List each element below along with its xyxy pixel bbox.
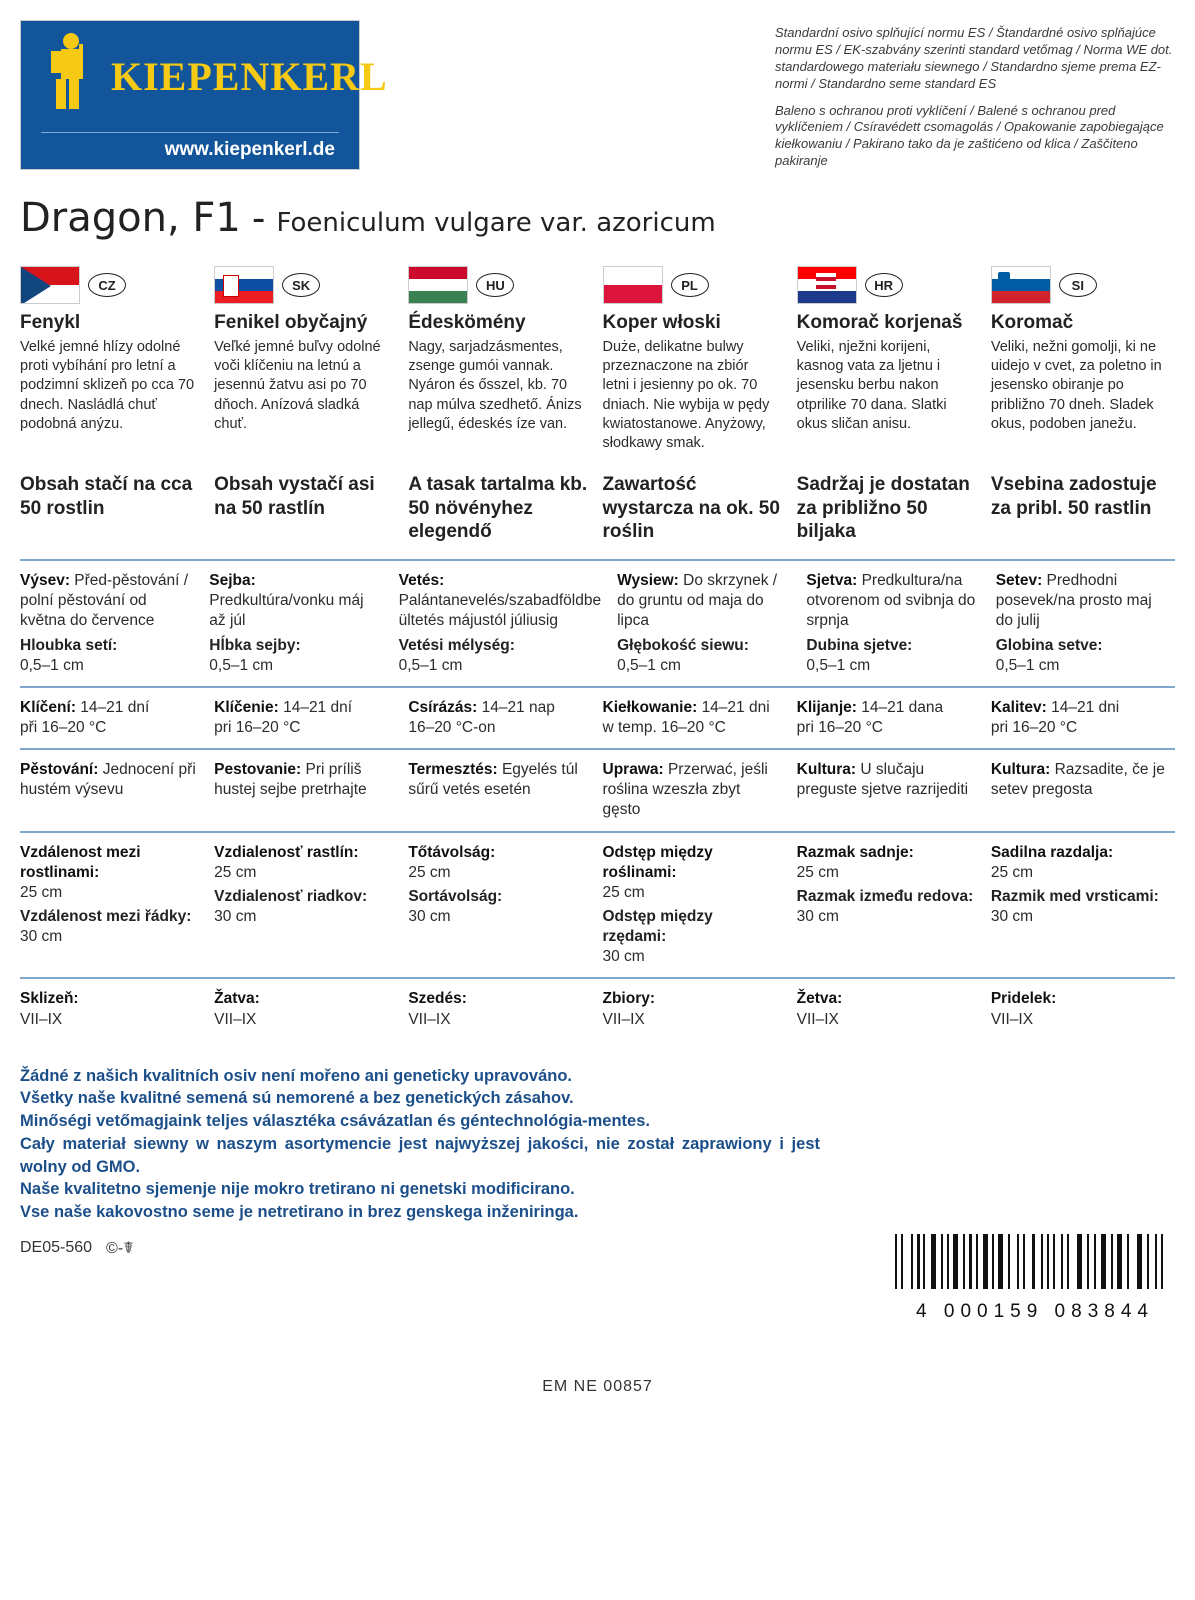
- flag-icon-sk: [214, 266, 274, 304]
- summary-cell-1: Obsah vystačí asi na 50 rastlín: [214, 473, 398, 544]
- brand-name: KIEPENKERL: [111, 53, 388, 100]
- lang-heading: Komorač korjenaš: [797, 312, 973, 334]
- country-code-si: SI: [1059, 273, 1097, 297]
- lang-body: Veliki, nježni korijeni, kasnog vata za …: [797, 338, 973, 434]
- barcode-icon: [895, 1234, 1175, 1299]
- lang-heading: Fenykl: [20, 312, 196, 334]
- info-cell-1-3: Kiełkowanie: 14–21 dni w temp. 16–20 °C: [603, 698, 787, 738]
- info-cell-3-0: Vzdálenost mezi rostlinami: 25 cm Vzdále…: [20, 843, 204, 968]
- kiepenkerl-logo: KIEPENKERL www.kiepenkerl.de: [20, 20, 360, 170]
- info-cell-1-2: Csírázás: 14–21 nap 16–20 °C-on: [408, 698, 592, 738]
- brand-url: www.kiepenkerl.de: [41, 139, 339, 161]
- lang-col-0: CZ Fenykl Velké jemné hlízy odolné proti…: [20, 266, 204, 453]
- info-cell-4-0: Sklizeň: VII–IX: [20, 989, 204, 1029]
- info-cell-3-2: Tőtávolság: 25 cm Sortávolság: 30 cm: [408, 843, 592, 968]
- flag-icon-hu: [408, 266, 468, 304]
- info-cell-3-1: Vzdialenosť rastlín: 25 cm Vzdialenosť r…: [214, 843, 398, 968]
- summary-cell-4: Sadržaj je dostatan za približno 50 bilj…: [797, 473, 981, 544]
- info-cell-4-5: Pridelek: VII–IX: [991, 989, 1175, 1029]
- info-cell-0-2: Vetés: Palántanevelés/szabadföldbe ültet…: [399, 571, 608, 676]
- info-cell-3-3: Odstęp między roślinami: 25 cm Odstęp mi…: [603, 843, 787, 968]
- country-code-hr: HR: [865, 273, 903, 297]
- info-cell-1-1: Klíčenie: 14–21 dní pri 16–20 °C: [214, 698, 398, 738]
- summary-cell-5: Vsebina zadostuje za pribl. 50 rastlin: [991, 473, 1175, 544]
- info-cell-0-3: Wysiew: Do skrzynek / do gruntu od maja …: [617, 571, 796, 676]
- lang-body: Veliki, nežni gomolji, ki ne uidejo v cv…: [991, 338, 1167, 434]
- info-row-1: Klíčení: 14–21 dní při 16–20 °C Klíčenie…: [20, 688, 1175, 750]
- label-page: KIEPENKERL www.kiepenkerl.de Standardní …: [0, 0, 1195, 1600]
- lang-col-2: HU Édeskömény Nagy, sarjadzásmentes, zse…: [408, 266, 592, 453]
- lang-col-1: SK Fenikel obyčajný Veľké jemné buľvy od…: [214, 266, 398, 453]
- copyright-icon: ©-☤: [106, 1238, 134, 1258]
- info-cell-4-3: Zbiory: VII–IX: [603, 989, 787, 1029]
- info-cell-4-4: Žetva: VII–IX: [797, 989, 981, 1029]
- info-cell-2-1: Pestovanie: Pri príliš hustej sejbe pret…: [214, 760, 398, 820]
- bottom-row: DE05-560 ©-☤: [20, 1234, 1175, 1323]
- info-cell-0-0: Výsev: Před-pěstování / polní pěstování …: [20, 571, 199, 676]
- country-code-pl: PL: [671, 273, 709, 297]
- lang-heading: Fenikel obyčajný: [214, 312, 390, 334]
- flag-icon-pl: [603, 266, 663, 304]
- info-cell-3-5: Sadilna razdalja: 25 cm Razmik med vrsti…: [991, 843, 1175, 968]
- kiepenkerl-figure-icon: [41, 29, 101, 124]
- lang-heading: Édeskömény: [408, 312, 584, 334]
- header-row: KIEPENKERL www.kiepenkerl.de Standardní …: [20, 20, 1175, 180]
- lang-body: Veľké jemné buľvy odolné voči klíčeniu n…: [214, 338, 390, 434]
- country-code-cz: CZ: [88, 273, 126, 297]
- info-cell-0-5: Setev: Predhodni posevek/na prosto maj d…: [996, 571, 1175, 676]
- info-cell-2-3: Uprawa: Przerwać, jeśli roślina wzeszła …: [603, 760, 787, 820]
- info-cell-4-1: Žatva: VII–IX: [214, 989, 398, 1029]
- lang-body: Velké jemné hlízy odolné proti vybíhání …: [20, 338, 196, 434]
- product-title: Dragon, F1 - Foeniculum vulgare var. azo…: [20, 195, 1175, 241]
- info-row-3: Vzdálenost mezi rostlinami: 25 cm Vzdále…: [20, 833, 1175, 980]
- summary-cell-2: A tasak tartalma kb. 50 növényhez elegen…: [408, 473, 592, 544]
- lang-col-3: PL Koper włoski Duże, delikatne bulwy pr…: [603, 266, 787, 453]
- lang-heading: Koromač: [991, 312, 1167, 334]
- flag-icon-hr: [797, 266, 857, 304]
- lang-body: Duże, delikatne bulwy przeznaczone na zb…: [603, 338, 779, 453]
- info-cell-0-1: Sejba: Predkultúra/vonku máj až júl Hĺbk…: [209, 571, 388, 676]
- barcode: 4 000159 083844: [895, 1234, 1175, 1323]
- info-cell-0-4: Sjetva: Predkultura/na otvorenom od svib…: [806, 571, 985, 676]
- info-cell-3-4: Razmak sadnje: 25 cm Razmak između redov…: [797, 843, 981, 968]
- summary-cell-3: Zawartość wystarcza na ok. 50 roślin: [603, 473, 787, 544]
- info-cell-1-5: Kalitev: 14–21 dni pri 16–20 °C: [991, 698, 1175, 738]
- info-row-2: Pěstování: Jednocení při hustém výsevu P…: [20, 750, 1175, 832]
- country-code-sk: SK: [282, 273, 320, 297]
- product-code-row: DE05-560 ©-☤: [20, 1238, 134, 1258]
- summary-cell-0: Obsah stačí na cca 50 rostlin: [20, 473, 204, 544]
- language-grid: CZ Fenykl Velké jemné hlízy odolné proti…: [20, 266, 1175, 453]
- info-cell-4-2: Szedés: VII–IX: [408, 989, 592, 1029]
- info-cell-1-0: Klíčení: 14–21 dní při 16–20 °C: [20, 698, 204, 738]
- lang-col-5: SI Koromač Veliki, nežni gomolji, ki ne …: [991, 266, 1175, 453]
- info-cell-2-5: Kultura: Razsadite, če je setev pregosta: [991, 760, 1175, 820]
- info-row-0: Výsev: Před-pěstování / polní pěstování …: [20, 561, 1175, 688]
- flag-icon-cz: [20, 266, 80, 304]
- footer-id-text: EM NE 00857: [20, 1378, 1175, 1396]
- disclaimer-text: Žádné z našich kvalitních osiv není moře…: [20, 1065, 820, 1224]
- info-table: Výsev: Před-pěstování / polní pěstování …: [20, 559, 1175, 1040]
- flag-icon-si: [991, 266, 1051, 304]
- info-cell-1-4: Klijanje: 14–21 dana pri 16–20 °C: [797, 698, 981, 738]
- lang-heading: Koper włoski: [603, 312, 779, 334]
- certification-text: Standardní osivo splňující normu ES / Št…: [775, 25, 1175, 180]
- country-code-hu: HU: [476, 273, 514, 297]
- info-cell-2-2: Termesztés: Egyelés túl sűrű vetés eseté…: [408, 760, 592, 820]
- info-row-4: Sklizeň: VII–IX Žatva: VII–IX Szedés: VI…: [20, 979, 1175, 1039]
- lang-body: Nagy, sarjadzásmentes, zsenge gumói vann…: [408, 338, 584, 434]
- info-cell-2-4: Kultura: U slučaju preguste sjetve razri…: [797, 760, 981, 820]
- info-cell-2-0: Pěstování: Jednocení při hustém výsevu: [20, 760, 204, 820]
- lang-col-4: HR Komorač korjenaš Veliki, nježni korij…: [797, 266, 981, 453]
- summary-grid: Obsah stačí na cca 50 rostlin Obsah vyst…: [20, 473, 1175, 544]
- barcode-digits-text: 4 000159 083844: [916, 1301, 1154, 1323]
